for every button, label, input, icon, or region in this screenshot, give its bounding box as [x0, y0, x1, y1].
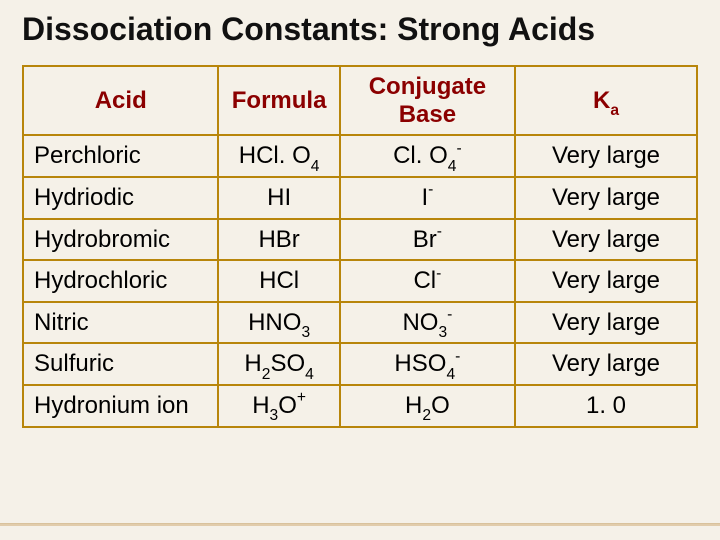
col-header-formula: Formula — [218, 66, 339, 135]
cell-acid: Perchloric — [23, 135, 218, 177]
cell-conjugate-base: NO3- — [340, 302, 515, 344]
cell-acid: Hydriodic — [23, 177, 218, 219]
cell-formula: HI — [218, 177, 339, 219]
table-header: Acid Formula Conjugate Base Ka — [23, 66, 697, 135]
cell-conjugate-base: Cl- — [340, 260, 515, 302]
page-title: Dissociation Constants: Strong Acids — [22, 12, 698, 47]
col-header-acid: Acid — [23, 66, 218, 135]
cell-acid: Hydronium ion — [23, 385, 218, 427]
table-row: SulfuricH2SO4HSO4-Very large — [23, 343, 697, 385]
col-header-conjugate-base-line1: Conjugate — [369, 73, 486, 100]
cell-ka: Very large — [515, 219, 697, 261]
cell-ka: 1. 0 — [515, 385, 697, 427]
table-row: HydriodicHII-Very large — [23, 177, 697, 219]
footer-rule — [0, 523, 720, 526]
cell-acid: Sulfuric — [23, 343, 218, 385]
table-row: PerchloricHCl. O4Cl. O4-Very large — [23, 135, 697, 177]
table-body: PerchloricHCl. O4Cl. O4-Very largeHydrio… — [23, 135, 697, 426]
col-header-ka-main: K — [593, 87, 610, 114]
cell-conjugate-base: Br- — [340, 219, 515, 261]
cell-ka: Very large — [515, 302, 697, 344]
col-header-conjugate-base: Conjugate Base — [340, 66, 515, 135]
cell-ka: Very large — [515, 177, 697, 219]
cell-formula: H3O+ — [218, 385, 339, 427]
cell-conjugate-base: Cl. O4- — [340, 135, 515, 177]
table-row: HydrobromicHBrBr-Very large — [23, 219, 697, 261]
cell-conjugate-base: H2O — [340, 385, 515, 427]
table-row: Hydronium ionH3O+H2O1. 0 — [23, 385, 697, 427]
table-row: HydrochloricHClCl-Very large — [23, 260, 697, 302]
acids-table: Acid Formula Conjugate Base Ka Perchlori… — [22, 65, 698, 427]
cell-ka: Very large — [515, 260, 697, 302]
col-header-conjugate-base-line2: Base — [399, 101, 456, 128]
cell-acid: Hydrobromic — [23, 219, 218, 261]
cell-formula: HCl — [218, 260, 339, 302]
cell-conjugate-base: I- — [340, 177, 515, 219]
col-header-ka: Ka — [515, 66, 697, 135]
cell-formula: HBr — [218, 219, 339, 261]
cell-conjugate-base: HSO4- — [340, 343, 515, 385]
cell-formula: HCl. O4 — [218, 135, 339, 177]
cell-formula: H2SO4 — [218, 343, 339, 385]
cell-acid: Nitric — [23, 302, 218, 344]
cell-ka: Very large — [515, 135, 697, 177]
table-row: NitricHNO3NO3-Very large — [23, 302, 697, 344]
cell-ka: Very large — [515, 343, 697, 385]
slide-root: Dissociation Constants: Strong Acids Aci… — [0, 0, 720, 540]
col-header-ka-sub: a — [610, 102, 619, 119]
cell-acid: Hydrochloric — [23, 260, 218, 302]
cell-formula: HNO3 — [218, 302, 339, 344]
